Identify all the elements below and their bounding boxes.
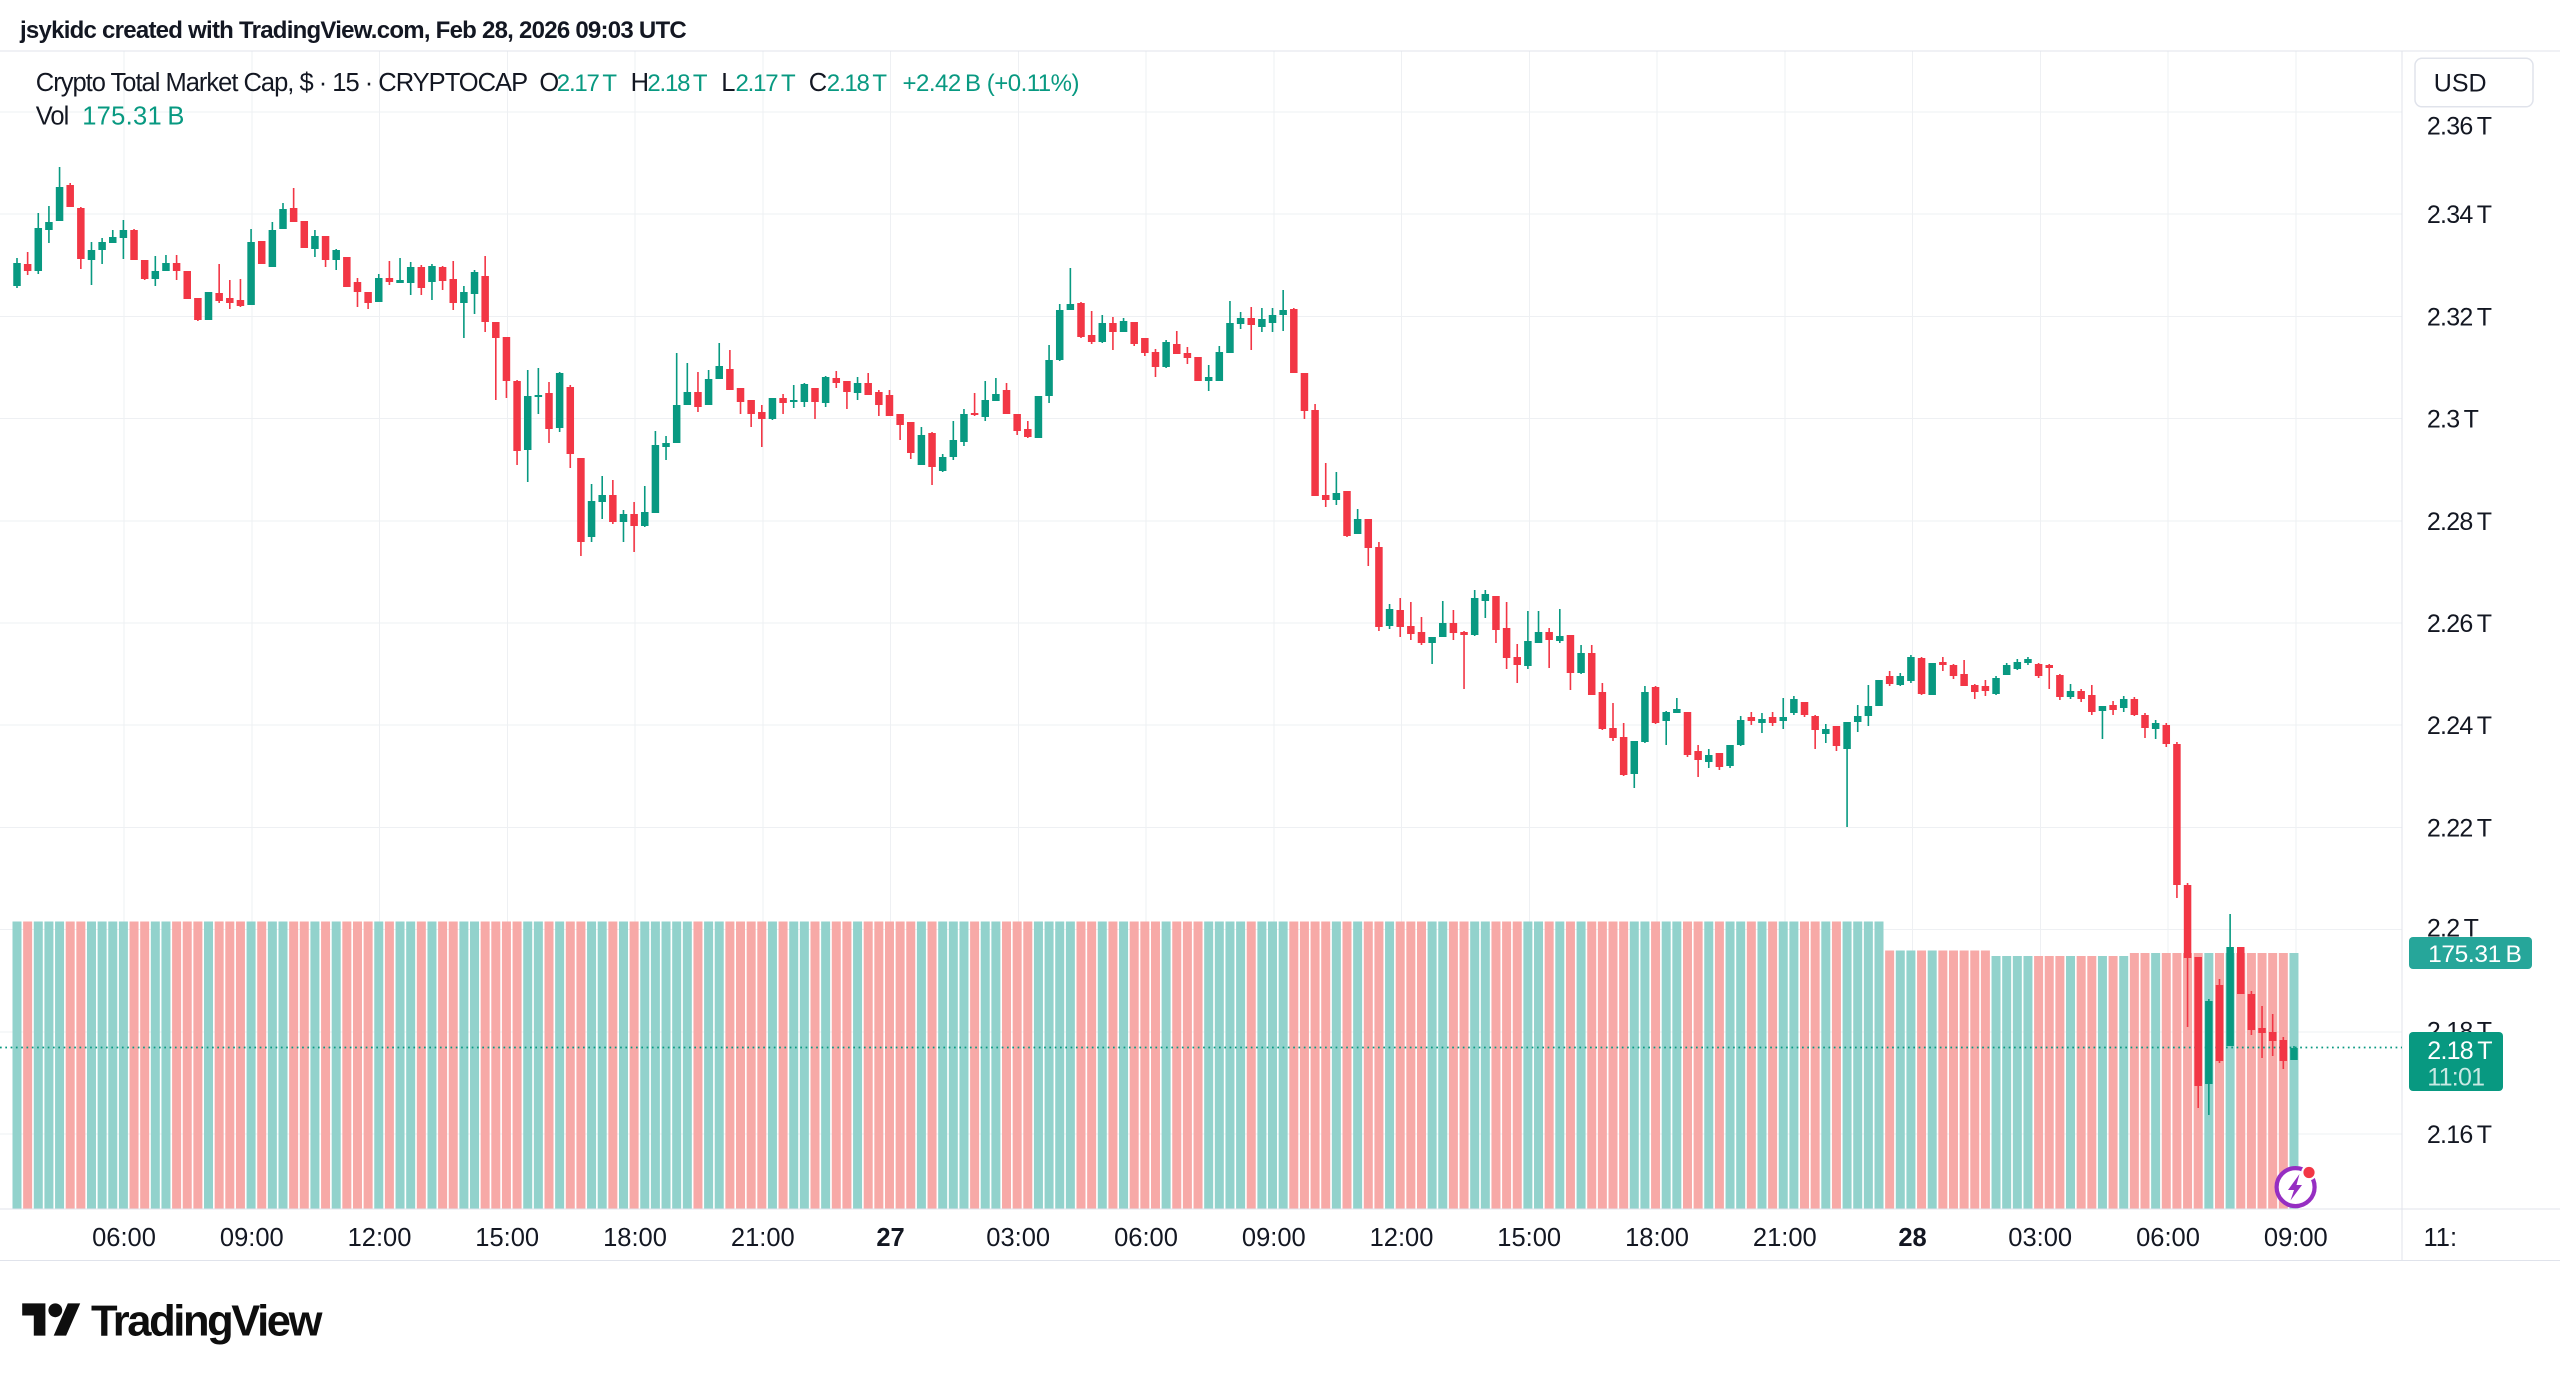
svg-text:15:00: 15:00 [475,1224,539,1252]
svg-text:Crypto Total Market Cap, $ · 1: Crypto Total Market Cap, $ · 15 · CRYPTO… [36,69,527,97]
svg-text:18:00: 18:00 [1625,1224,1689,1252]
svg-text:15:00: 15:00 [1497,1224,1561,1252]
svg-text:2.34 T: 2.34 T [2427,201,2492,229]
svg-text:21:00: 21:00 [731,1224,795,1252]
svg-text:H: H [631,69,648,97]
svg-text:2.17 T: 2.17 T [736,70,797,97]
svg-text:09:00: 09:00 [2264,1224,2328,1252]
svg-text:09:00: 09:00 [1242,1224,1306,1252]
svg-text:12:00: 12:00 [1370,1224,1434,1252]
svg-text:O: O [539,69,558,97]
svg-text:28: 28 [1898,1224,1926,1252]
svg-text:2.36 T: 2.36 T [2427,112,2492,140]
svg-text:C: C [809,69,827,97]
svg-text:2.22 T: 2.22 T [2427,814,2492,842]
svg-text:2.16 T: 2.16 T [2427,1121,2492,1149]
svg-text:+2.42 B (+0.11%): +2.42 B (+0.11%) [903,70,1079,97]
svg-text:TradingView: TradingView [91,1298,323,1346]
svg-text:2.24 T: 2.24 T [2427,712,2492,740]
svg-text:06:00: 06:00 [2136,1224,2200,1252]
svg-text:2.18 T: 2.18 T [2427,1037,2492,1065]
svg-text:175.31 B: 175.31 B [2428,941,2521,968]
svg-text:18:00: 18:00 [603,1224,667,1252]
svg-text:12:00: 12:00 [348,1224,412,1252]
svg-text:Vol: Vol [36,103,68,131]
svg-text:03:00: 03:00 [986,1224,1050,1252]
svg-text:21:00: 21:00 [1753,1224,1817,1252]
svg-text:06:00: 06:00 [92,1224,156,1252]
svg-text:175.31 B: 175.31 B [82,103,185,131]
svg-text:06:00: 06:00 [1114,1224,1178,1252]
svg-text:27: 27 [876,1224,904,1252]
svg-text:USD: USD [2434,70,2487,98]
svg-text:L: L [721,69,735,97]
svg-text:03:00: 03:00 [2008,1224,2072,1252]
svg-text:jsykidc created with TradingVi: jsykidc created with TradingView.com, Fe… [19,17,686,44]
svg-text:2.18 T: 2.18 T [827,70,888,97]
svg-text:2.17 T: 2.17 T [557,70,618,97]
svg-text:09:00: 09:00 [220,1224,284,1252]
svg-text:2.3 T: 2.3 T [2427,406,2479,434]
svg-text:2.18 T: 2.18 T [647,70,708,97]
svg-text:2.32 T: 2.32 T [2427,303,2492,331]
svg-text:11:01: 11:01 [2427,1064,2484,1092]
svg-text:2.28 T: 2.28 T [2427,508,2492,536]
svg-text:11:: 11: [2424,1224,2458,1252]
svg-text:2.26 T: 2.26 T [2427,610,2492,638]
